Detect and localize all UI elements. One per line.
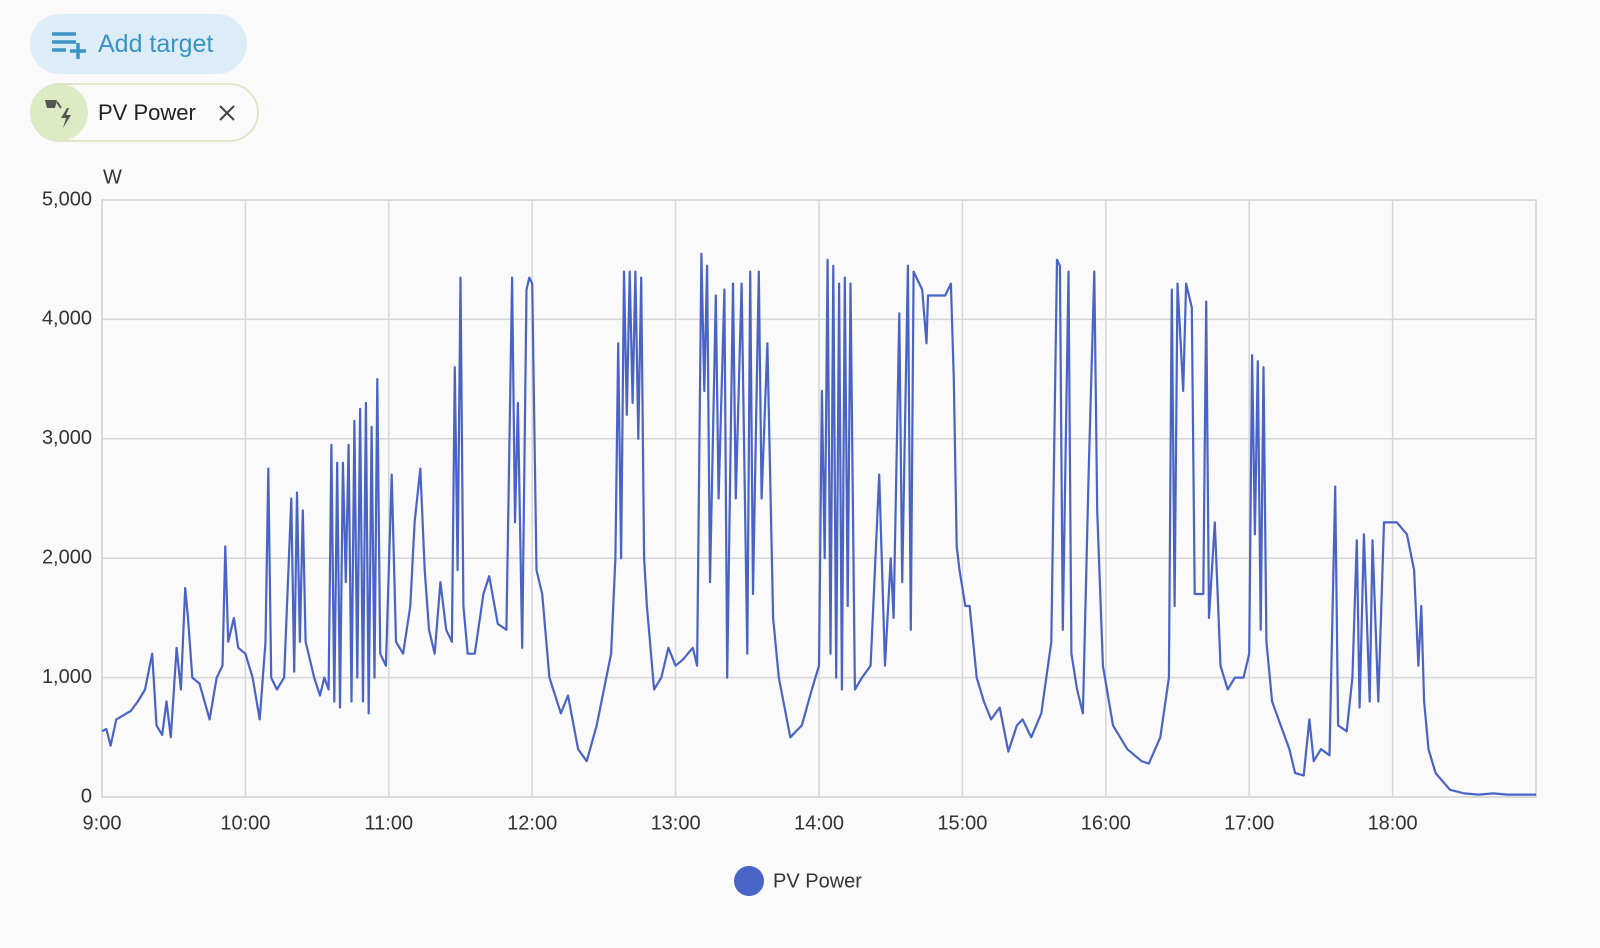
x-tick-label: 18:00 <box>1368 812 1418 834</box>
chip-icon <box>31 84 88 141</box>
y-tick-label: 0 <box>81 785 92 807</box>
x-tick-label: 12:00 <box>507 812 557 834</box>
y-axis-unit: W <box>103 166 122 188</box>
solar-icon <box>44 99 71 128</box>
chip-remove[interactable] <box>218 104 236 122</box>
add-target-button[interactable]: Add target <box>30 14 247 74</box>
x-tick-label: 11:00 <box>365 812 414 834</box>
legend-label: PV Power <box>773 870 862 892</box>
series-line <box>101 252 1536 796</box>
chip-label: PV Power <box>98 99 196 125</box>
x-tick-label: 16:00 <box>1081 812 1131 834</box>
y-tick-label: 3,000 <box>42 427 92 449</box>
y-tick-label: 2,000 <box>42 546 92 568</box>
y-tick-label: 1,000 <box>42 666 92 688</box>
x-tick-label: 17:00 <box>1224 812 1274 834</box>
x-tick-label: 10:00 <box>220 812 270 834</box>
add-icon <box>52 32 86 59</box>
target-chip[interactable]: PV Power <box>30 83 259 142</box>
x-tick-label: 15:00 <box>937 812 987 834</box>
x-tick-label: 9:00 <box>83 812 122 834</box>
add-target-label: Add target <box>98 29 214 58</box>
y-tick-label: 5,000 <box>42 188 92 210</box>
x-tick-label: 13:00 <box>651 812 701 834</box>
x-tick-label: 14:00 <box>794 812 844 834</box>
y-tick-label: 4,000 <box>42 308 92 330</box>
legend-marker <box>734 866 764 896</box>
